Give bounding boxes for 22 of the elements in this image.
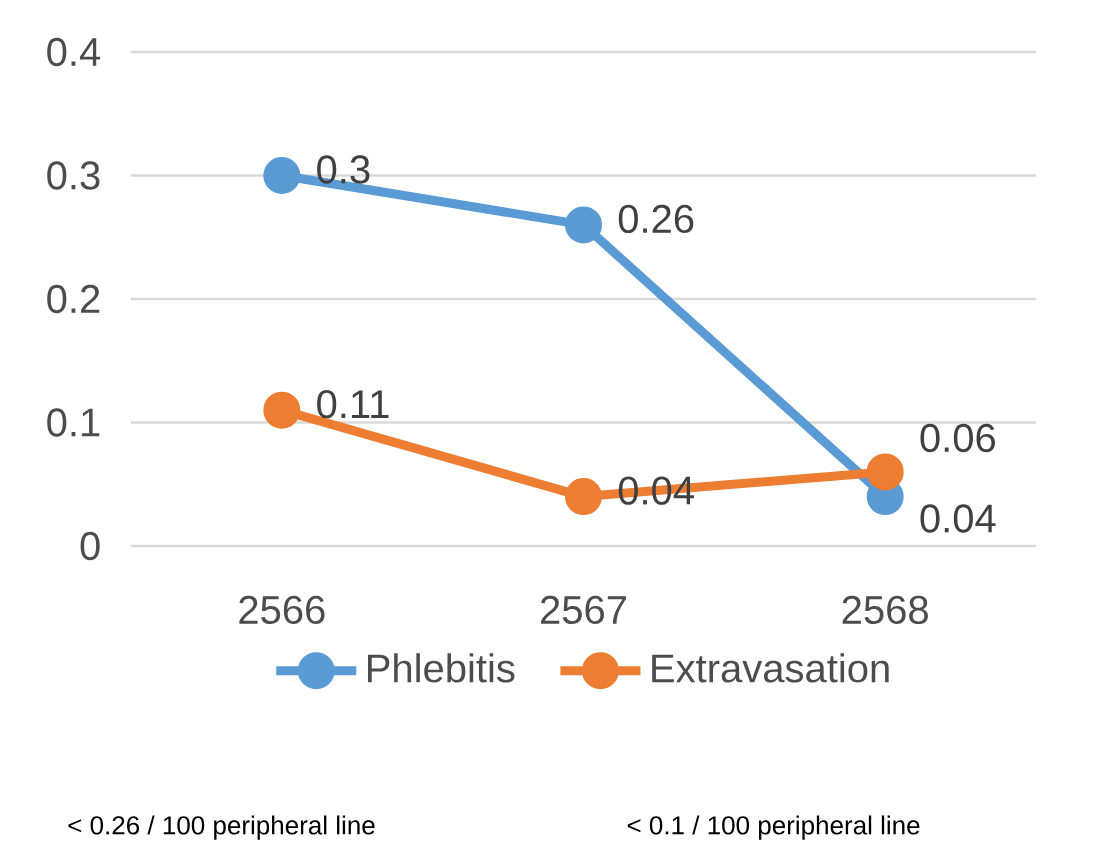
y-tick-label: 0.1 xyxy=(47,408,100,437)
y-tick-label: 0.2 xyxy=(47,284,100,314)
data-label: 0.06 xyxy=(920,423,995,453)
point xyxy=(565,206,602,244)
legend-label: Extravasation xyxy=(652,653,889,683)
x-tick-label: 2566 xyxy=(239,595,325,625)
text: < 0.1 / 100 peripheral line xyxy=(627,815,920,840)
y-tick-label: 0.4 xyxy=(47,37,101,67)
data-label: 0.11 xyxy=(317,390,389,419)
point xyxy=(866,453,904,491)
point xyxy=(263,391,301,429)
point xyxy=(263,157,301,194)
text: < 0.26 / 100 peripheral line xyxy=(68,815,375,840)
x-tick-label: 2568 xyxy=(842,595,928,625)
y-tick-label: 0 xyxy=(80,531,100,561)
data-label: 0.3 xyxy=(317,155,370,184)
point xyxy=(565,478,602,516)
legend-label: Phlebitis xyxy=(368,653,515,683)
y-tick-label: 0.3 xyxy=(47,161,100,190)
data-label: 0.26 xyxy=(618,204,694,234)
data-label: 0.04 xyxy=(920,504,996,533)
x-tick-label: 2567 xyxy=(541,595,626,625)
